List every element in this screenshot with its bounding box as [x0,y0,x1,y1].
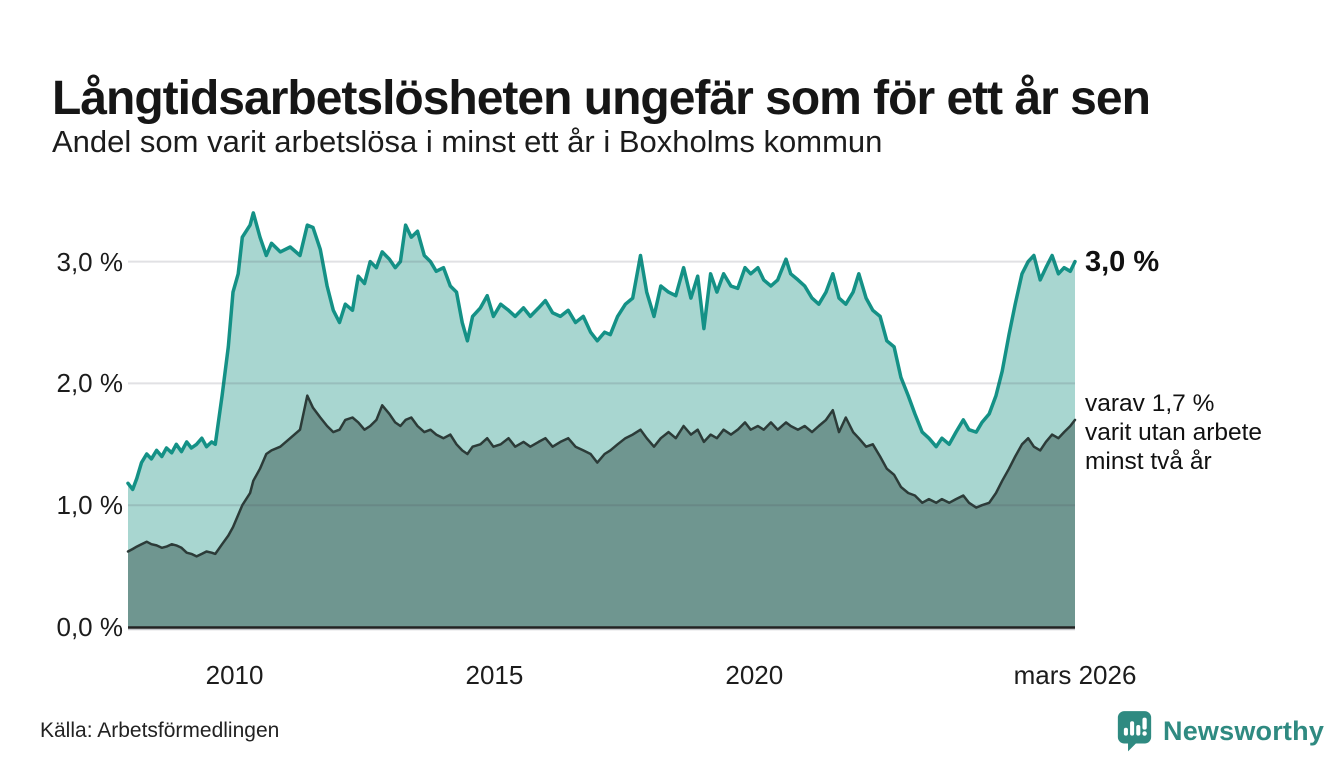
brand-name: Newsworthy [1163,715,1325,746]
y-tick-label: 1,0 % [56,490,124,521]
secondary-annotation-line: minst två år [1085,448,1212,475]
x-tick-label: mars 2026 [1013,660,1137,690]
newsworthy-logo[interactable]: Newsworthy [1116,710,1324,752]
y-tick-label: 2,0 % [56,368,124,399]
series-line-minst-ett-ar [126,211,1077,492]
secondary-annotation-line: varit utan arbete [1085,419,1263,446]
y-tick-label: 0,0 % [56,612,124,642]
x-tick-label: 2015 [465,660,524,690]
newsworthy-bubble-chart-icon [1117,711,1152,752]
secondary-annotation-line: varav 1,7 % [1085,390,1215,417]
y-tick-label: 3,0 % [56,246,124,277]
page-title: Långtidsarbetslösheten ungefär som för e… [52,72,1151,126]
chart-subtitle: Andel som varit arbetslösa i minst ett å… [52,124,883,159]
x-tick-label: 2020 [725,660,784,690]
source-caption: Källa: Arbetsförmedlingen [40,719,280,742]
secondary-annotation: varav 1,7 % varit utan arbete minst två år [1085,389,1262,476]
series-area-minst-tva-ar [128,395,1075,627]
series-line-minst-tva-ar [126,394,1077,558]
x-tick-label: 2010 [205,660,264,690]
latest-value-annotation: 3,0 % [1085,246,1160,278]
